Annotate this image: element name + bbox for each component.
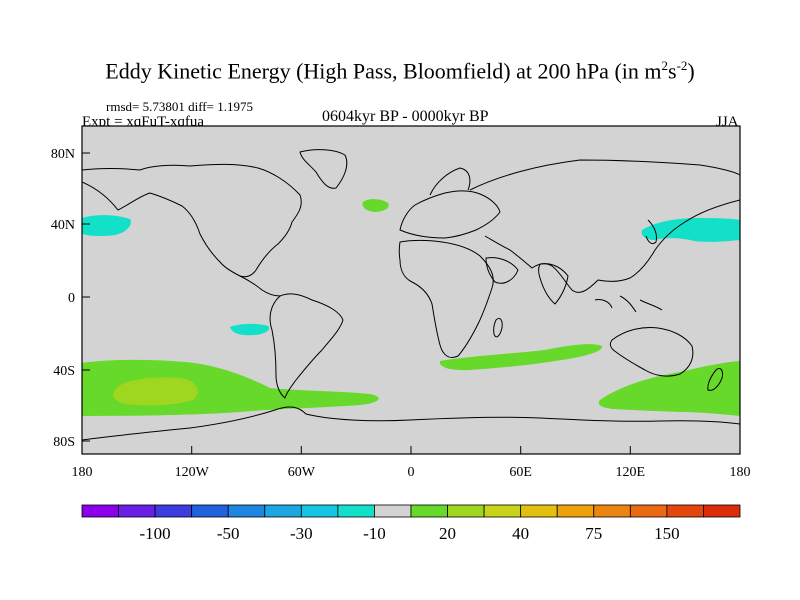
colorbar-box <box>593 504 631 518</box>
colorbar-box <box>300 504 339 518</box>
coast-india <box>538 263 569 305</box>
colorbar-label: -10 <box>363 524 386 543</box>
title-sup-1: 2 <box>661 58 669 73</box>
title-main: Eddy Kinetic Energy (High Pass, Bloomfie… <box>105 58 662 84</box>
coast-asia <box>469 159 740 293</box>
coast-greenland <box>299 149 348 189</box>
coast-north-america <box>82 163 302 278</box>
colorbar-label: 75 <box>585 524 602 543</box>
coast-arabia <box>485 257 519 284</box>
title-mid: s <box>668 58 677 84</box>
coast-australia <box>609 327 694 377</box>
coast-central-america <box>239 275 281 297</box>
colorbar-box <box>191 504 229 518</box>
colorbar-label: 150 <box>654 524 680 543</box>
axis-ticks <box>81 152 741 454</box>
region-n-atlantic <box>362 199 389 212</box>
colorbar-box <box>81 504 119 518</box>
colorbar-label: -50 <box>217 524 240 543</box>
colorbar-box <box>264 504 302 518</box>
colorbar-box <box>374 504 412 518</box>
coastlines <box>82 149 740 441</box>
x-tick-label: 60E <box>509 465 532 480</box>
coast-new-zealand <box>707 367 723 391</box>
coast-madagascar <box>493 317 503 338</box>
axis-tick-labels: 180 120W 60W 0 60E 120E 180 80N 40N 0 40… <box>51 147 751 480</box>
coast-scandinavia <box>429 167 471 196</box>
colorbar-box <box>410 504 448 518</box>
coast-southeast-asia-islands <box>594 295 663 313</box>
colorbar-box <box>483 504 522 518</box>
colorbar-box <box>118 504 156 518</box>
y-tick-label: 0 <box>68 291 75 306</box>
colorbar-box <box>629 504 668 518</box>
title-end: ) <box>687 58 695 84</box>
colorbar-label: -30 <box>290 524 313 543</box>
x-tick-label: 120W <box>175 465 210 480</box>
region-n-pacific-west <box>641 218 740 242</box>
region-n-pacific-east <box>82 215 131 237</box>
y-tick-label: 80N <box>51 147 75 162</box>
colorbar-box <box>337 504 375 518</box>
region-australia-nz <box>598 361 740 416</box>
colorbar-box <box>154 504 193 518</box>
stats-label: rmsd= 5.73801 diff= 1.1975 <box>106 99 253 114</box>
colorbar-box <box>666 504 704 518</box>
coast-japan <box>645 219 657 245</box>
y-tick-label: 80S <box>53 435 75 450</box>
colorbar-label: -100 <box>140 524 171 543</box>
colorbar-label: 20 <box>439 524 456 543</box>
coast-europe <box>399 190 501 239</box>
colorbar-box <box>447 504 485 518</box>
colorbar-box <box>556 504 595 518</box>
colorbar-label: 40 <box>512 524 529 543</box>
title-sup-2: -2 <box>676 58 688 73</box>
region-s-pacific-subtropics <box>230 323 270 336</box>
coast-south-america <box>269 293 344 399</box>
colorbar <box>81 504 741 518</box>
coast-africa <box>398 240 494 359</box>
y-tick-label: 40S <box>53 364 75 379</box>
x-tick-label: 180 <box>72 465 93 480</box>
region-s-indian-ocean <box>439 344 603 371</box>
region-s-pacific-core <box>113 377 198 406</box>
colorbar-box <box>227 504 266 518</box>
y-tick-label: 40N <box>51 218 75 233</box>
colorbar-box <box>520 504 558 518</box>
x-tick-label: 0 <box>408 465 415 480</box>
x-tick-label: 60W <box>288 465 316 480</box>
x-tick-label: 180 <box>730 465 751 480</box>
period-label: 0604kyr BP - 0000kyr BP <box>322 108 489 125</box>
colorbar-labels: -100 -50 -30 -10 20 40 75 150 <box>140 524 680 543</box>
anomaly-regions <box>82 199 740 416</box>
chart-title: Eddy Kinetic Energy (High Pass, Bloomfie… <box>0 58 800 84</box>
x-tick-label: 120E <box>616 465 646 480</box>
colorbar-box <box>703 504 741 518</box>
coast-antarctica <box>82 406 740 441</box>
